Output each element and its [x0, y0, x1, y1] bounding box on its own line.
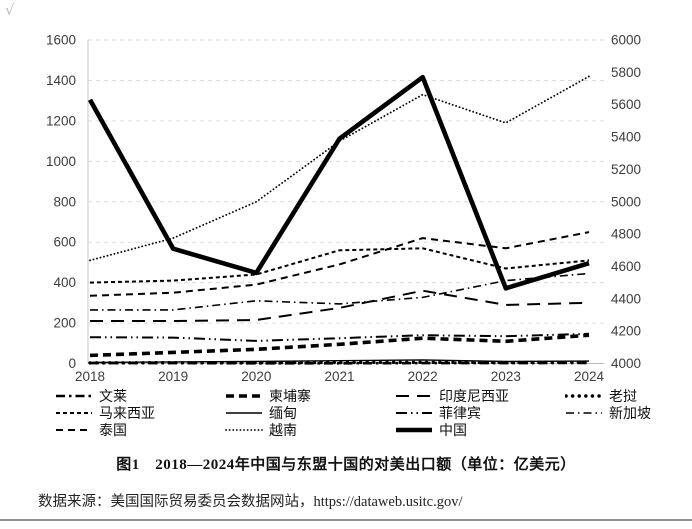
right-axis-tick-label: 5000	[611, 194, 641, 209]
right-axis-tick-label: 4400	[611, 291, 641, 306]
right-axis-ticks: 6000 5800 5600 5400 5200 5000 4800 4600 4400 4200…	[611, 33, 641, 372]
left-axis-tick-label: 400	[53, 275, 76, 290]
series-line-thailand	[89, 231, 590, 297]
right-axis-tick-label: 5200	[611, 162, 641, 177]
legend-label-vietnam: 越南	[269, 424, 297, 439]
legend-line-sample-singapore	[566, 412, 602, 414]
legend-item-singapore: 新加坡	[565, 406, 685, 422]
left-axis-tick-label: 1400	[46, 73, 76, 88]
legend-line-sample-indonesia	[396, 395, 432, 397]
legend-line-sample-china	[396, 427, 432, 433]
legend-item-cambodia: 柬埔寨	[225, 389, 395, 405]
legend-label-brunei: 文莱	[99, 390, 127, 405]
right-axis-tick-label: 4800	[611, 227, 641, 242]
right-axis-tick-label: 5800	[611, 65, 641, 80]
legend-line-sample-philippines	[396, 412, 432, 414]
right-axis-tick-label: 5600	[611, 97, 641, 112]
data-source: 数据来源：美国国际贸易委员会数据网站，https://dataweb.usitc…	[38, 494, 463, 510]
series-line-myanmar	[89, 359, 590, 364]
figure-caption: 图1 2018—2024年中国与东盟十国的对美出口额（单位：亿美元）	[116, 457, 576, 473]
x-axis-tick-label: 2020	[241, 369, 271, 384]
series-lines	[87, 74, 591, 365]
legend-label-indonesia: 印度尼西亚	[439, 390, 509, 405]
legend-item-myanmar: 缅甸	[225, 406, 395, 422]
legend-line-sample-brunei	[56, 394, 92, 398]
legend-line-sample-malaysia	[56, 412, 92, 414]
legend-line-sample-thailand	[56, 429, 92, 431]
left-axis-tick-label: 600	[53, 235, 76, 250]
legend-item-indonesia: 印度尼西亚	[395, 389, 565, 405]
legend-label-philippines: 菲律宾	[439, 407, 481, 422]
x-axis-tick-label: 2019	[158, 369, 188, 384]
stray-check-mark: √	[5, 1, 15, 19]
legend-item-laos: 老挝	[565, 389, 685, 405]
left-axis-tick-label: 1200	[46, 113, 76, 128]
legend-label-myanmar: 缅甸	[269, 407, 297, 422]
x-axis-tick-label: 2018	[75, 369, 105, 384]
legend-line-sample-cambodia	[226, 394, 262, 398]
legend-item-malaysia: 马来西亚	[55, 406, 225, 422]
x-axis-tick-label: 2022	[408, 369, 438, 384]
legend-label-thailand: 泰国	[99, 424, 127, 439]
series-line-cambodia	[89, 333, 590, 358]
legend-label-cambodia: 柬埔寨	[269, 390, 311, 405]
chart-legend: 文莱 柬埔寨 印度尼西亚 老挝马来西亚 缅甸 菲律宾 新加坡泰国 越南 中国	[55, 389, 685, 439]
legend-label-laos: 老挝	[609, 390, 637, 405]
x-axis-tick-label: 2021	[324, 369, 354, 384]
legend-item-brunei: 文莱	[55, 389, 225, 405]
gridlines	[88, 39, 604, 324]
x-axis-tick-label: 2024	[574, 369, 605, 384]
right-axis-tick-label: 6000	[611, 33, 641, 48]
series-line-philippines	[89, 332, 590, 342]
legend-item-china: 中国	[395, 423, 565, 439]
right-axis-tick-label: 4200	[611, 324, 641, 339]
x-axis-ticks: 2018 2019 2020 2021 2022 2023 2024	[75, 369, 605, 384]
bottom-divider	[0, 519, 692, 521]
legend-item-thailand: 泰国	[55, 423, 225, 439]
series-line-malaysia	[89, 247, 590, 284]
legend-line-sample-laos	[565, 394, 603, 398]
legend-line-sample-vietnam	[225, 429, 263, 431]
right-axis-tick-label: 4600	[611, 259, 641, 274]
legend-label-china: 中国	[439, 424, 467, 439]
legend-item-philippines: 菲律宾	[395, 406, 565, 422]
left-axis-tick-label: 1000	[46, 154, 76, 169]
left-axis-ticks: 1600 1400 1200 1000 800 600 400 200 0	[46, 33, 76, 372]
right-axis-tick-label: 5400	[611, 130, 641, 145]
series-line-indonesia	[90, 289, 590, 322]
right-axis-tick-label: 4000	[611, 356, 641, 371]
x-axis-tick-label: 2023	[491, 369, 521, 384]
legend-label-singapore: 新加坡	[609, 407, 651, 422]
line-chart: 1600 1400 1200 1000 800 600 400 200 0 6000 5800 560…	[46, 33, 641, 385]
left-axis-tick-label: 200	[53, 316, 76, 331]
series-line-singapore	[90, 272, 590, 311]
series-line-vietnam	[89, 75, 590, 262]
left-axis-tick-label: 800	[53, 194, 76, 209]
legend-label-malaysia: 马来西亚	[99, 407, 155, 422]
series-line-laos	[88, 360, 591, 365]
series-line-china	[87, 74, 590, 291]
left-axis-tick-label: 0	[68, 356, 76, 371]
legend-item-vietnam: 越南	[225, 423, 395, 439]
legend-line-sample-myanmar	[226, 412, 262, 414]
left-axis-tick-label: 1600	[46, 33, 76, 48]
